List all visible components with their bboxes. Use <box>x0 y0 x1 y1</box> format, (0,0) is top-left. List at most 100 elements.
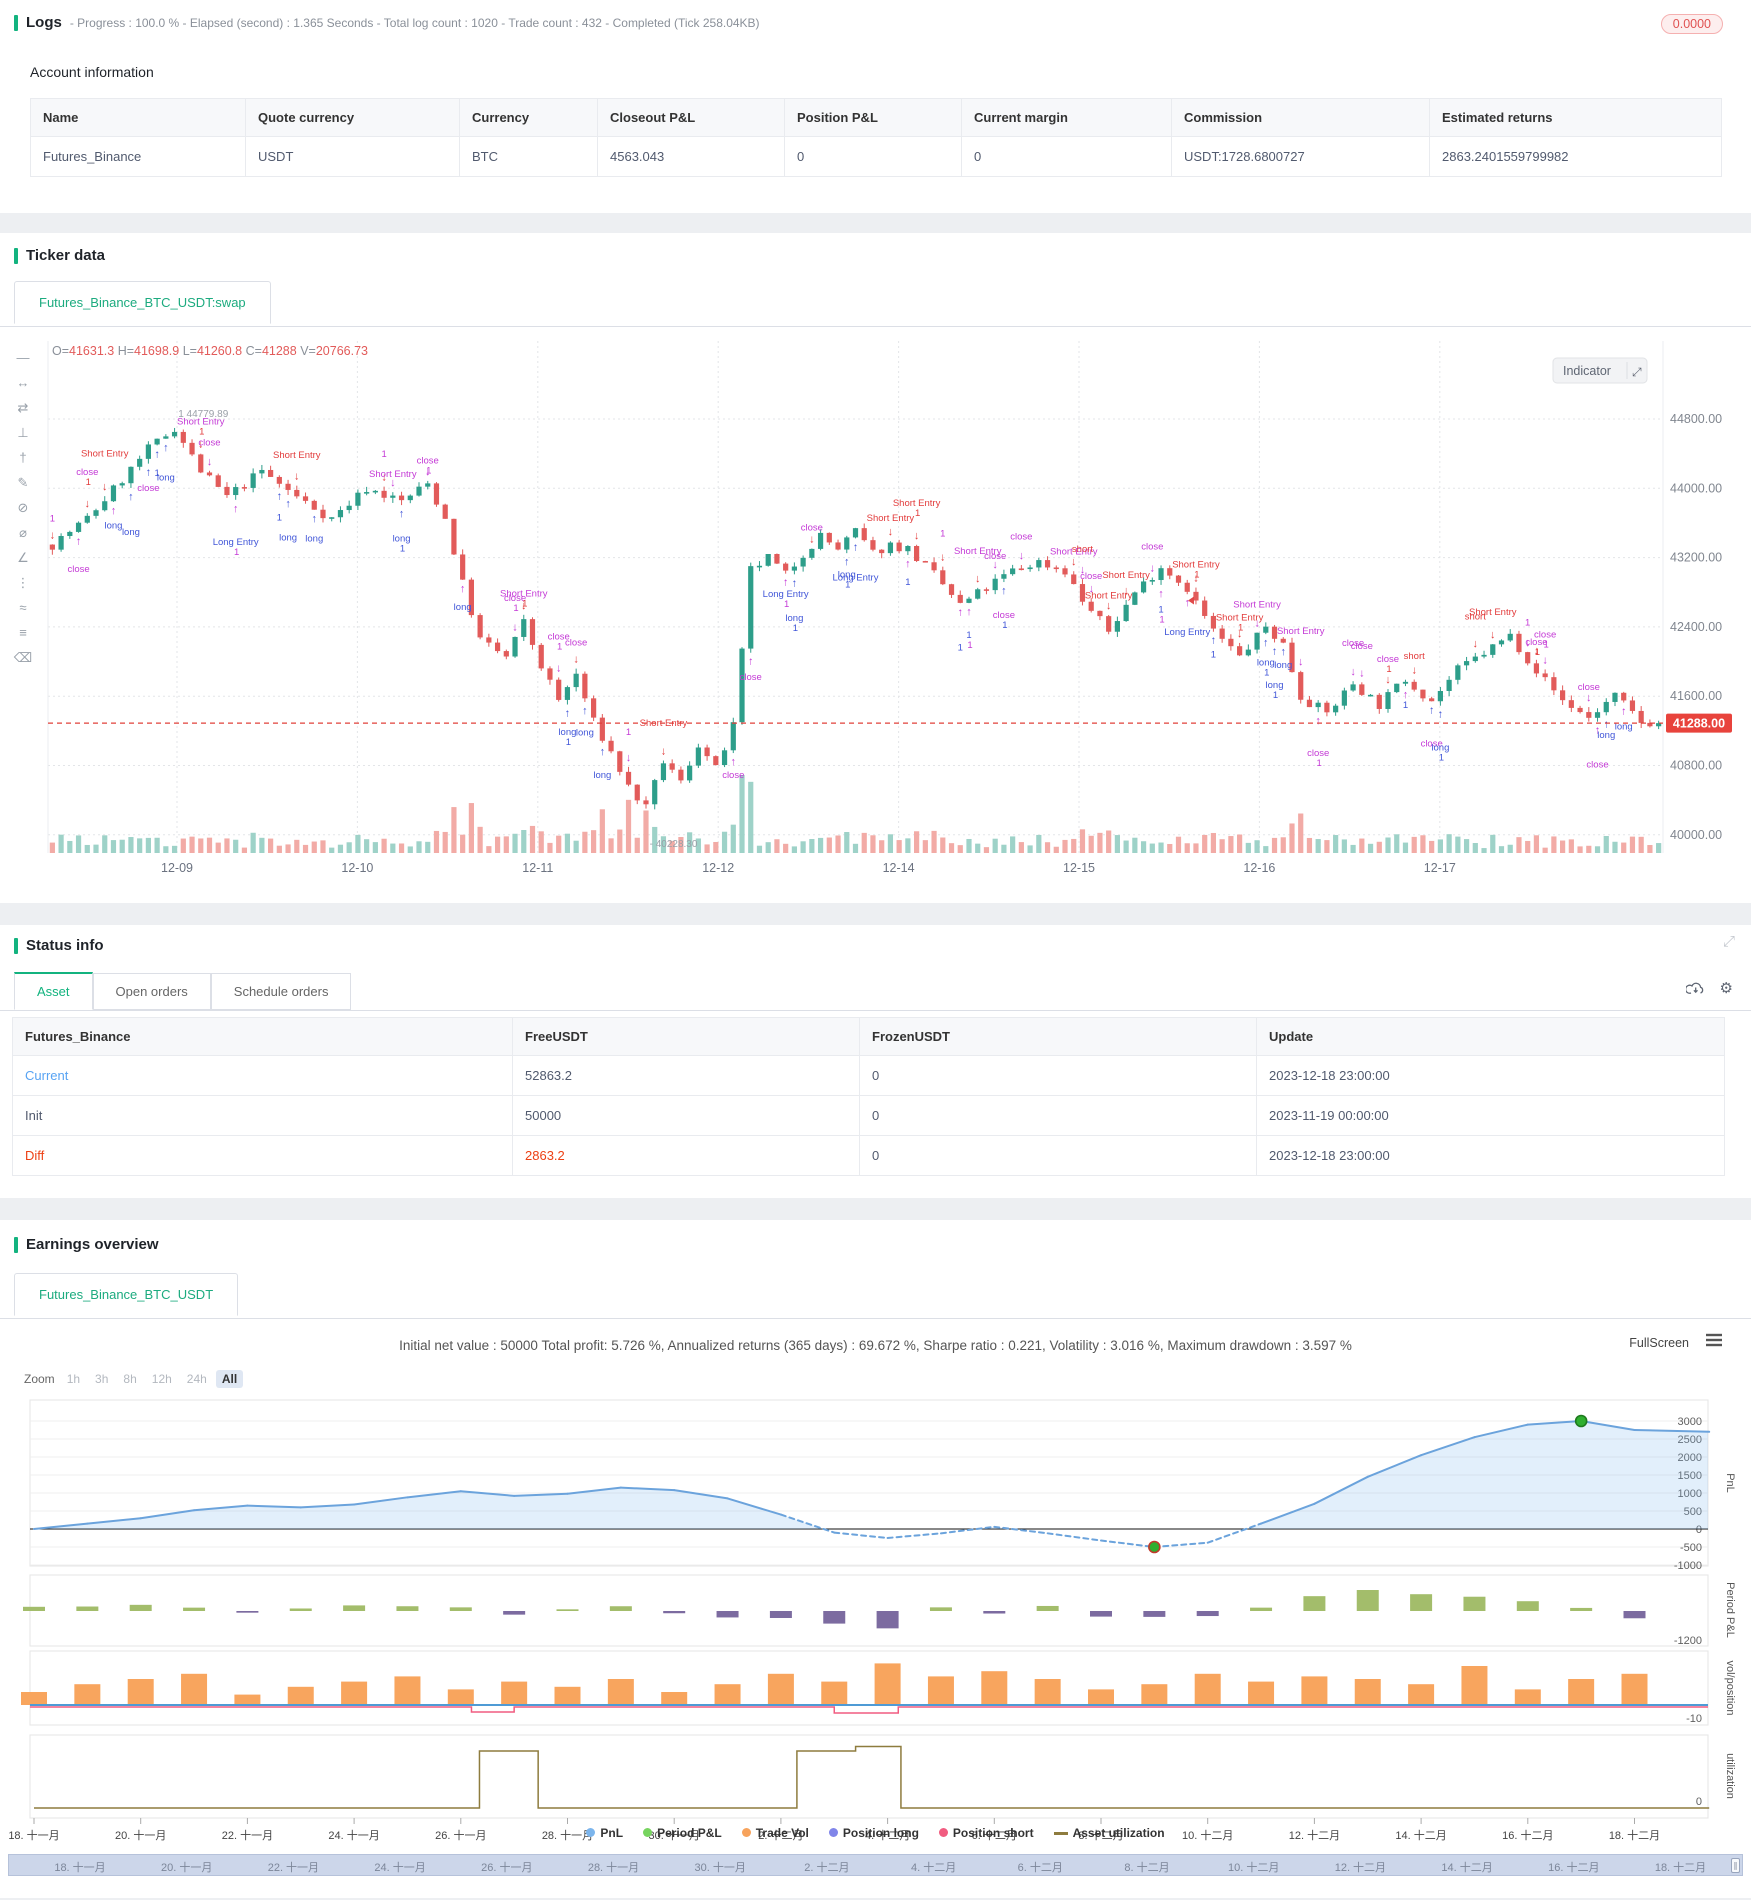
svg-text:close: close <box>1525 637 1547 648</box>
svg-text:41600.00: 41600.00 <box>1670 689 1722 703</box>
vertical-line-icon[interactable]: ⊥ <box>17 425 29 440</box>
svg-text:12-10: 12-10 <box>341 861 373 875</box>
collapse-icon[interactable]: ⤢ <box>1722 933 1735 950</box>
earnings-chart[interactable]: 3000 2500 2000 1500 1000 500 0 -500 -1000 -1200 -1… <box>0 1396 1751 1898</box>
legend-dot-marker <box>643 1828 653 1837</box>
section-accent-bar <box>14 247 18 264</box>
legend-item-position-short[interactable]: Position short <box>938 1826 1034 1840</box>
svg-text:short: short <box>1465 611 1486 622</box>
status-tab-asset[interactable]: Asset <box>14 972 93 1010</box>
svg-text:close: close <box>740 672 762 683</box>
navigator-label: 28. 十一月 <box>587 1862 640 1874</box>
svg-text:↑: ↑ <box>565 708 571 720</box>
candlestick-chart[interactable]: 12-09 12-10 12-11 12-12 12-14 12-15 12-16 12-17… <box>0 333 1751 899</box>
svg-text:↑: ↑ <box>1184 597 1190 609</box>
svg-text:↓: ↓ <box>1071 556 1077 568</box>
eraser-icon[interactable]: ⌫ <box>13 650 33 665</box>
svg-text:0: 0 <box>1696 1524 1702 1536</box>
legend-item-pnl[interactable]: PnL <box>586 1826 623 1840</box>
earnings-tab[interactable]: Futures_Binance_BTC_USDT <box>14 1273 239 1316</box>
svg-text:12-09: 12-09 <box>161 861 193 875</box>
zoom-button-3h[interactable]: 3h <box>95 1372 109 1386</box>
legend-item-period-p-l[interactable]: Period P&L <box>643 1826 722 1840</box>
horizontal-line-icon[interactable]: ↔ <box>16 375 30 390</box>
svg-text:long: long <box>558 727 576 738</box>
arrow-line-icon[interactable]: ⇄ <box>17 400 29 415</box>
pnl-marker[interactable] <box>1574 1414 1588 1428</box>
svg-text:16. 十二月: 16. 十二月 <box>1502 1828 1553 1842</box>
ticker-card: Ticker data Futures_Binance_BTC_USDT:swa… <box>0 233 1751 903</box>
svg-text:close: close <box>993 610 1015 621</box>
svg-text:1: 1 <box>86 477 91 488</box>
status-tab-open-orders[interactable]: Open orders <box>92 973 211 1010</box>
hamburger-menu-icon[interactable] <box>1705 1332 1723 1353</box>
svg-text:Long Entry: Long Entry <box>833 572 879 583</box>
candles <box>49 427 1662 810</box>
legend-dot-marker <box>938 1828 948 1837</box>
svg-text:1: 1 <box>784 599 789 610</box>
svg-text:1: 1 <box>566 737 571 748</box>
chart-toolbar[interactable]: — ↔ ⇄ ⊥ † ✎ ⊘ ⌀ ∠ ⋮ ≈ ≡ ⌫ <box>12 351 34 665</box>
svg-text:↓: ↓ <box>1385 674 1391 686</box>
diameter-icon[interactable]: ⌀ <box>19 525 27 540</box>
legend-dot-marker <box>828 1828 838 1837</box>
svg-text:↑: ↑ <box>905 558 911 570</box>
zoom-button-8h[interactable]: 8h <box>123 1372 137 1386</box>
zoom-button-1h[interactable]: 1h <box>66 1372 81 1386</box>
cloud-download-icon[interactable] <box>1685 981 1705 1002</box>
section-accent-bar <box>14 937 18 954</box>
legend-item-trade-vol[interactable]: Trade Vol <box>741 1826 809 1840</box>
status-badge: 0.0000 <box>1660 14 1723 34</box>
period-pnl-bars <box>23 1590 1646 1629</box>
status-cell[interactable]: Current <box>12 1055 513 1096</box>
wave-icon[interactable]: ≈ <box>19 600 27 615</box>
svg-text:1 44779.89: 1 44779.89 <box>178 409 228 420</box>
svg-text:↓: ↓ <box>1350 666 1356 678</box>
svg-text:long: long <box>1266 680 1284 691</box>
svg-text:close: close <box>1578 682 1600 693</box>
gear-icon[interactable]: ⚙ <box>1719 980 1733 997</box>
zoom-button-24h[interactable]: 24h <box>186 1372 207 1386</box>
trade-vol-bars <box>21 1663 1648 1705</box>
svg-text:↓: ↓ <box>1298 656 1304 668</box>
more-icon[interactable]: ⋮ <box>16 575 30 590</box>
svg-text:↑: ↑ <box>844 556 850 568</box>
earnings-header: Earnings overview <box>14 1236 159 1253</box>
svg-text:↓: ↓ <box>85 498 91 510</box>
legend-item-asset-utilization[interactable]: Asset utilization <box>1053 1826 1165 1840</box>
legend-item-position-long[interactable]: Position long <box>828 1826 919 1840</box>
account-table: Name Quote currency Currency Closeout P&L Po… <box>30 98 1722 177</box>
svg-text:↓: ↓ <box>50 529 56 541</box>
svg-text:↓: ↓ <box>1542 654 1548 666</box>
account-cell: BTC <box>459 136 598 177</box>
svg-text:↑: ↑ <box>76 536 82 548</box>
angle-icon[interactable]: ∠ <box>17 550 29 565</box>
zoom-button-all[interactable]: All <box>215 1370 244 1388</box>
svg-text:↑: ↑ <box>792 577 798 589</box>
svg-text:↓: ↓ <box>512 622 518 634</box>
svg-text:↓: ↓ <box>1150 563 1156 575</box>
svg-text:↓: ↓ <box>294 471 300 483</box>
svg-text:↑: ↑ <box>1263 637 1269 649</box>
price-line-icon[interactable]: † <box>19 450 27 465</box>
circle-icon[interactable]: ⊘ <box>17 500 29 515</box>
range-navigator[interactable]: 18. 十一月 20. 十一月 22. 十一月 24. 十一月 26. 十一月 28. 十… <box>8 1854 1743 1876</box>
status-tab-schedule-orders[interactable]: Schedule orders <box>210 973 352 1010</box>
fullscreen-button[interactable]: FullScreen <box>1629 1336 1689 1350</box>
zoom-button-12h[interactable]: 12h <box>151 1372 172 1386</box>
trend-line-icon[interactable]: — <box>16 350 30 365</box>
earnings-tabstrip: Futures_Binance_BTC_USDT <box>0 1272 1751 1319</box>
svg-text:30. 十一月: 30. 十一月 <box>649 1828 700 1842</box>
svg-text:Short Entry: Short Entry <box>1277 626 1325 637</box>
expand-icon[interactable]: ⤢ <box>1631 365 1642 379</box>
svg-text:close: close <box>137 483 159 494</box>
svg-text:1: 1 <box>1439 753 1444 764</box>
navigator-handle[interactable]: ∥ <box>1731 1858 1740 1873</box>
svg-text:1: 1 <box>1403 700 1408 711</box>
indicator-button[interactable]: Indicator ⤢ <box>1552 357 1648 384</box>
ticker-tab[interactable]: Futures_Binance_BTC_USDT:swap <box>14 281 271 324</box>
pnl-marker[interactable] <box>1148 1540 1161 1554</box>
measure-icon[interactable]: ≡ <box>19 625 27 640</box>
svg-text:↓: ↓ <box>1473 638 1479 650</box>
pencil-icon[interactable]: ✎ <box>17 475 29 490</box>
